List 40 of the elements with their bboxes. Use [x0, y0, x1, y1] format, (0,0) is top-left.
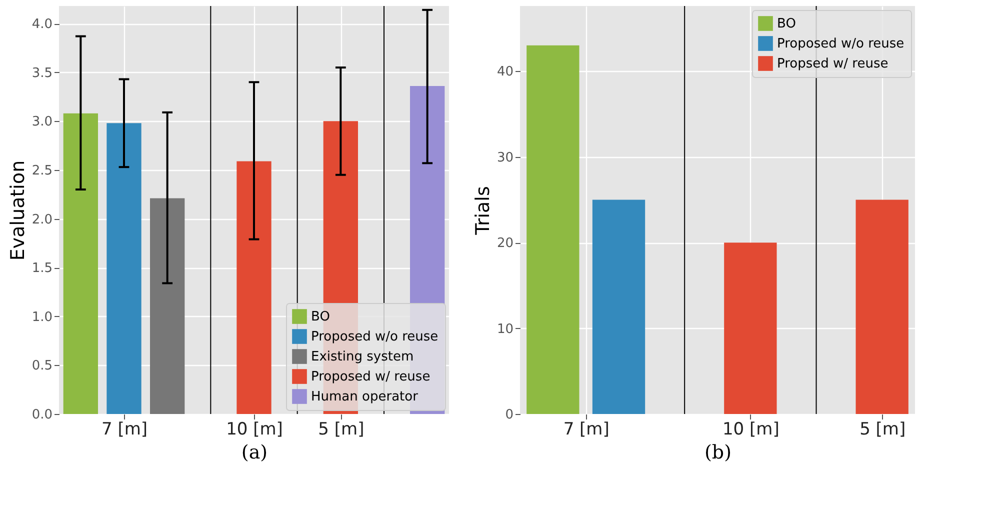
- x-tick-label: 7 [m]: [563, 420, 610, 440]
- y-tick-label: 2.5: [32, 163, 52, 178]
- y-tick-label: 1.5: [32, 261, 52, 276]
- x-tick-label: 5 [m]: [860, 420, 906, 440]
- legend-label: Proposed w/o reuse: [777, 36, 904, 52]
- y-tick-label: 3.0: [32, 114, 52, 130]
- legend-label: Existing system: [311, 350, 414, 364]
- y-tick-label: 30: [496, 150, 514, 166]
- y-tick-label: 0.0: [32, 408, 52, 422]
- bar: [724, 242, 777, 414]
- y-tick-label: 0: [505, 408, 514, 422]
- legend-label: Human operator: [311, 390, 419, 404]
- y-tick-label: 3.5: [32, 66, 52, 81]
- legend-label: Proposed w/ reuse: [311, 370, 430, 384]
- bar: [592, 200, 646, 414]
- y-tick-label: 40: [496, 64, 514, 80]
- legend-label: BO: [777, 16, 796, 32]
- legend-label: Proposed w/o reuse: [311, 330, 438, 344]
- y-tick-label: 10: [496, 322, 514, 337]
- x-tick-label: 10 [m]: [722, 420, 780, 440]
- y-tick-label: 1.0: [32, 310, 52, 325]
- x-tick-label: 7 [m]: [101, 420, 148, 440]
- legend-label: Propsed w/ reuse: [777, 56, 888, 72]
- y-tick-label: 20: [496, 236, 514, 252]
- legend-label: BO: [311, 310, 330, 324]
- y-tick-label: 4.0: [32, 17, 52, 32]
- x-tick-label: 5 [m]: [318, 420, 364, 440]
- bar: [150, 198, 185, 414]
- y-tick-label: 0.5: [32, 358, 52, 374]
- x-axis-title: (a): [241, 442, 268, 464]
- bar: [856, 200, 908, 414]
- bar: [236, 161, 272, 414]
- y-axis-title: Evaluation: [6, 160, 29, 261]
- y-tick-label: 2.0: [32, 212, 52, 228]
- y-axis-title: Trials: [472, 186, 494, 236]
- bar: [63, 113, 98, 414]
- bar: [106, 123, 142, 414]
- x-tick-label: 10 [m]: [226, 420, 283, 440]
- bar: [526, 45, 580, 414]
- x-axis-title: (b): [704, 442, 732, 464]
